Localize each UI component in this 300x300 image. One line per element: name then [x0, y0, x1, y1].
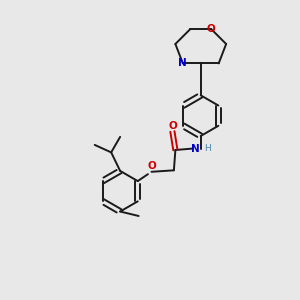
Text: O: O: [147, 161, 156, 171]
Text: N: N: [178, 58, 187, 68]
Text: O: O: [168, 121, 177, 131]
Text: O: O: [207, 24, 216, 34]
Text: H: H: [204, 144, 211, 153]
Text: N: N: [191, 143, 200, 154]
